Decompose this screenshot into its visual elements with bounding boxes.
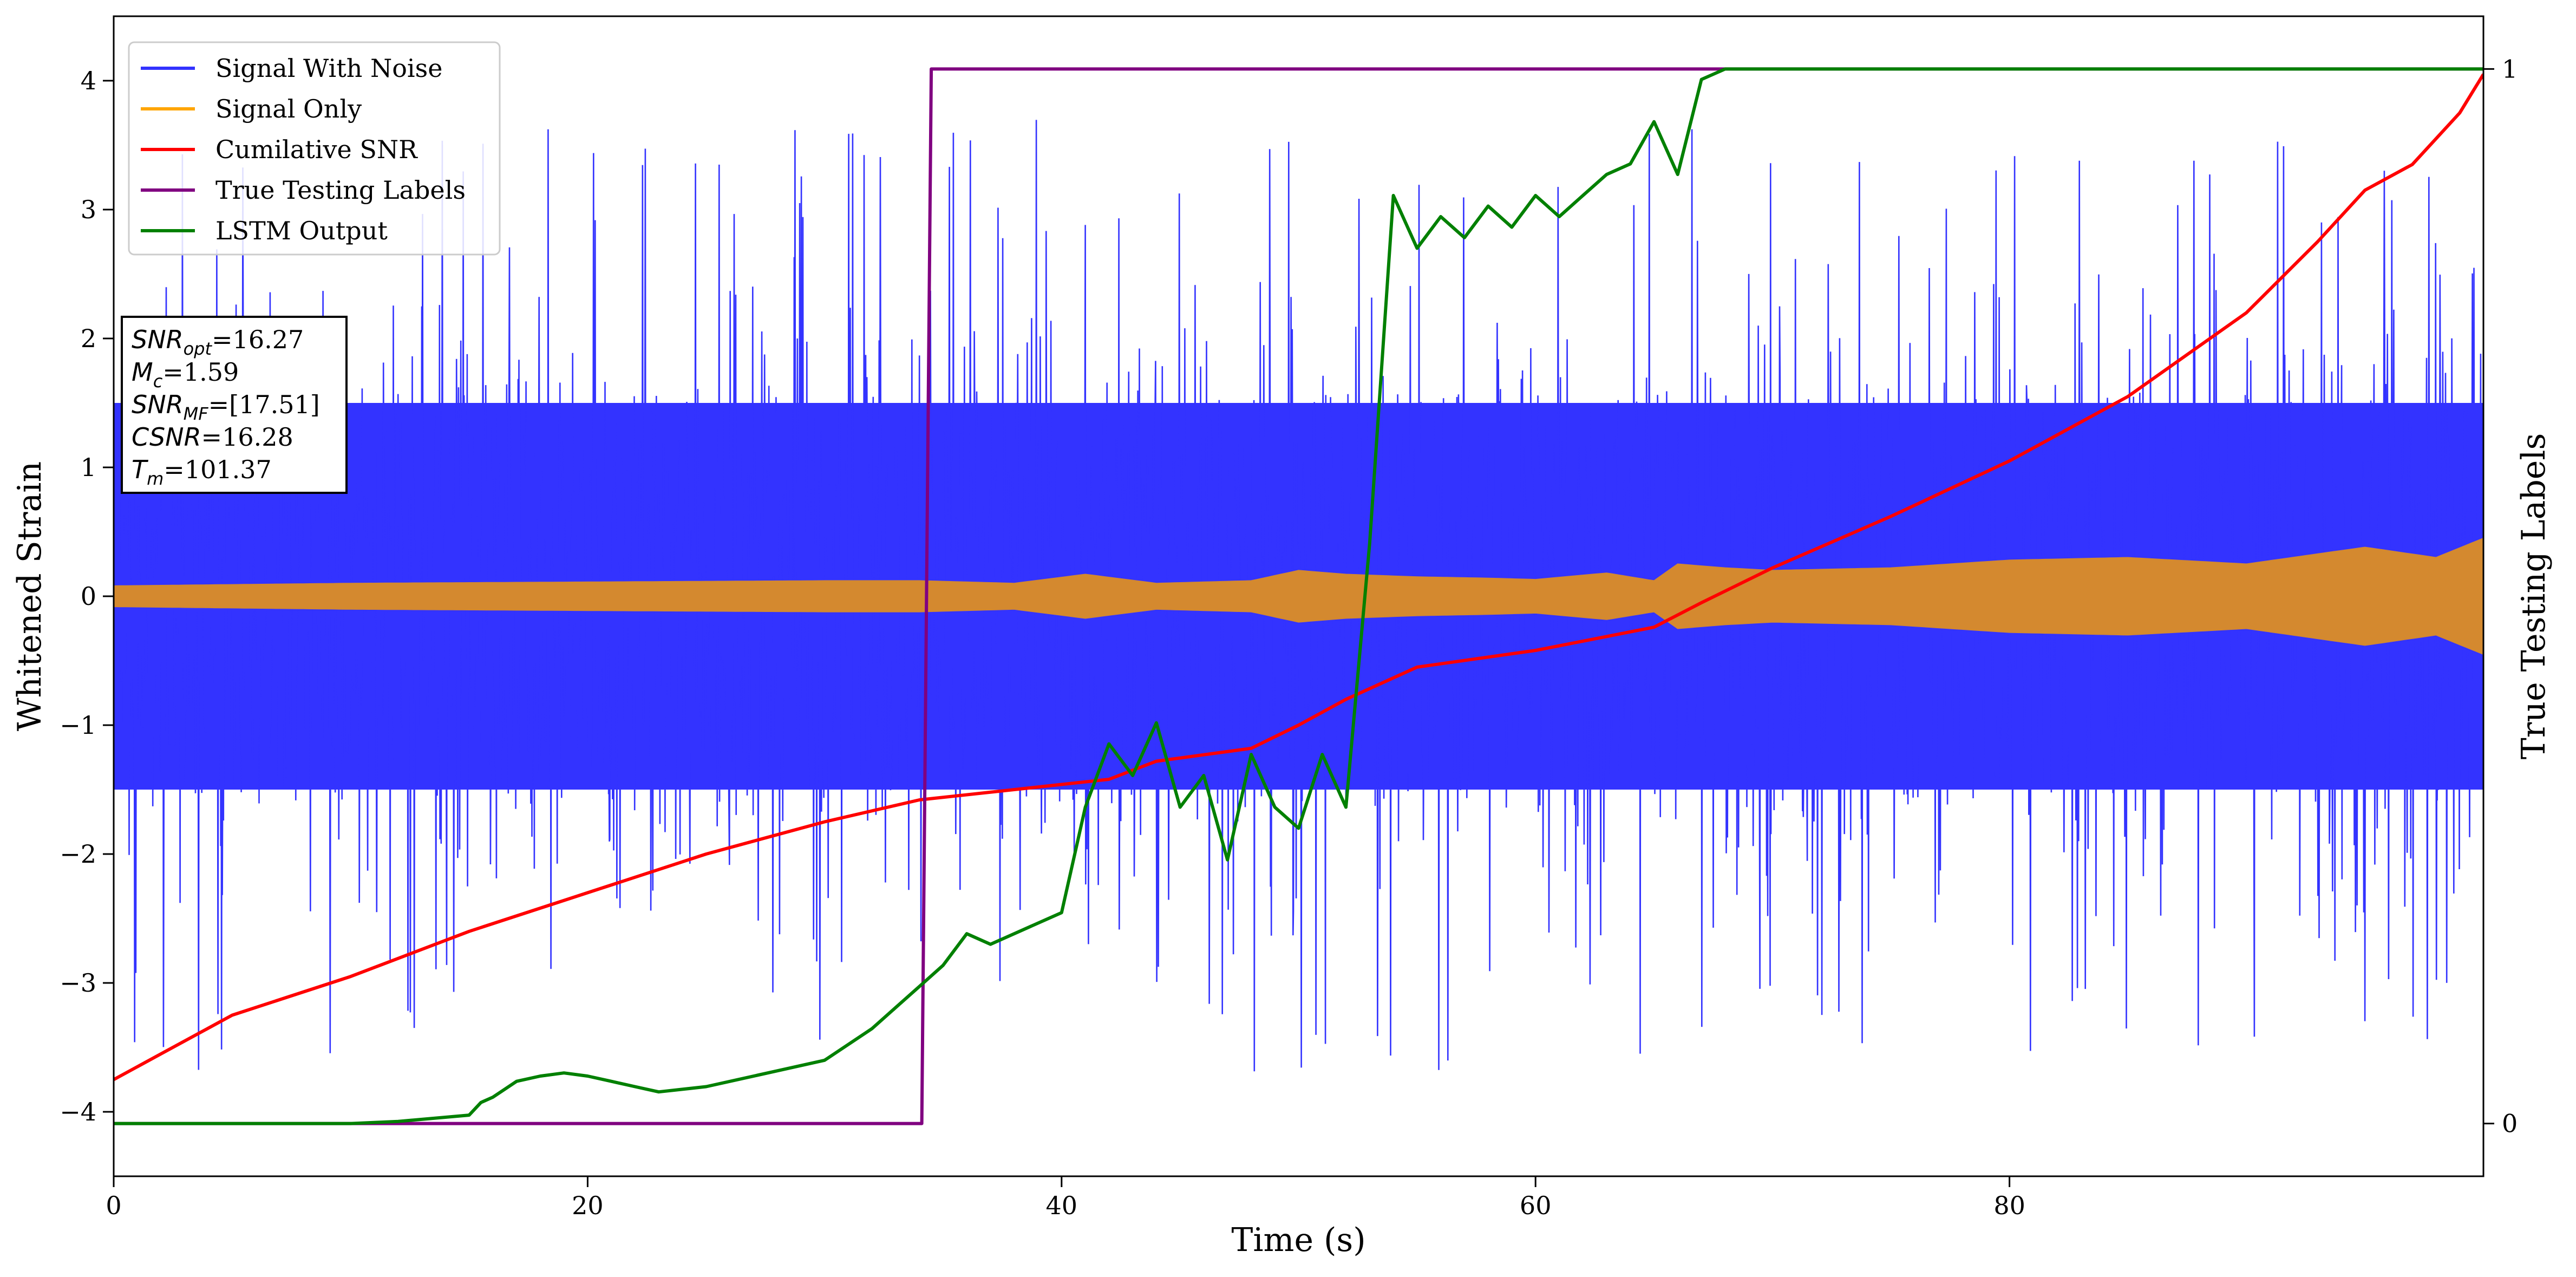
signal-only-envelope	[114, 537, 2483, 655]
annotation-line: SNRMF=[17.51]	[132, 390, 320, 424]
y-tick-label: 1	[81, 453, 96, 482]
annotation-box	[121, 316, 348, 494]
y-tick-label: 4	[81, 66, 96, 95]
x-tick-label: 0	[106, 1191, 121, 1220]
x-axis-label: Time (s)	[1231, 1221, 1365, 1259]
legend-box	[128, 41, 501, 256]
legend-label: Signal Only	[215, 94, 362, 123]
y2-axis-label: True Testing Labels	[2515, 433, 2553, 760]
x-tick-label: 40	[1046, 1191, 1078, 1220]
annotation-line: CSNR=16.28	[132, 422, 293, 452]
y-tick-label: −1	[60, 711, 96, 740]
cumilative-snr-line	[114, 73, 2483, 1081]
y-tick-label: −3	[60, 968, 96, 998]
y-tick-label: −4	[60, 1097, 96, 1126]
y2-tick-label: 0	[2502, 1109, 2518, 1138]
annotation-line: Tm=101.37	[132, 455, 272, 489]
legend-label: Cumilative SNR	[215, 135, 418, 164]
y-tick-label: 2	[81, 324, 96, 353]
y-tick-label: 0	[81, 582, 96, 611]
x-tick-label: 60	[1520, 1191, 1552, 1220]
y-tick-label: −2	[60, 839, 96, 869]
y-axis-label: Whitened Strain	[11, 461, 49, 731]
signal-with-noise-line	[114, 120, 2483, 1072]
lstm-output-line	[114, 67, 2483, 1125]
annotation-line: SNRopt=16.27	[132, 325, 304, 359]
y2-tick-label: 1	[2502, 54, 2518, 83]
true-testing-labels-line	[114, 67, 2483, 1125]
annotation-line: Mc=1.59	[132, 357, 239, 392]
x-tick-label: 20	[572, 1191, 604, 1220]
legend-label: Signal With Noise	[215, 54, 442, 83]
y-tick-label: 3	[81, 195, 96, 224]
legend-label: LSTM Output	[215, 216, 388, 245]
legend-label: True Testing Labels	[215, 175, 466, 205]
x-tick-label: 80	[1993, 1191, 2025, 1220]
